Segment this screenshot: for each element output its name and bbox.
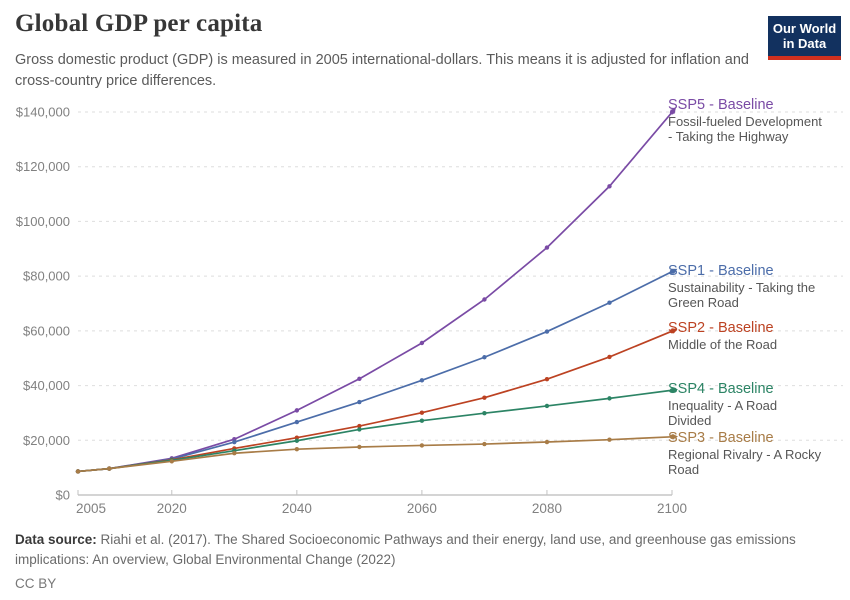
data-point-ssp1 — [232, 439, 237, 445]
series-label-ssp2: SSP2 - Baseline — [668, 320, 774, 336]
series-sublabel-ssp5: - Taking the Highway — [668, 129, 789, 144]
data-point-ssp5 — [544, 245, 550, 250]
owid-logo: Our World in Data — [768, 16, 841, 60]
owid-logo-line1: Our World — [772, 21, 837, 36]
series-end-arrow-ssp5 — [670, 107, 676, 114]
data-point-ssp2 — [607, 354, 612, 360]
data-point-ssp1 — [294, 419, 300, 425]
y-axis-tick-label: $0 — [56, 488, 70, 503]
series-end-arrow-ssp4 — [672, 387, 678, 394]
data-point-ssp3 — [169, 459, 174, 464]
series-sublabel-ssp4: Divided — [668, 413, 711, 428]
series-end-arrow-ssp3 — [672, 433, 678, 440]
data-point-ssp4 — [357, 427, 362, 432]
data-point-ssp3 — [419, 443, 425, 448]
x-axis-tick-label: 2100 — [657, 501, 687, 516]
series-sublabel-ssp4: Inequality - A Road — [668, 398, 777, 413]
series-sublabel-ssp1: Green Road — [668, 295, 739, 310]
y-axis-tick-label: $60,000 — [23, 323, 70, 338]
data-point-ssp2 — [482, 395, 487, 400]
y-axis-tick-label: $140,000 — [16, 105, 70, 120]
x-axis-tick-label: 2020 — [157, 501, 187, 516]
series-label-ssp4: SSP4 - Baseline — [668, 381, 774, 397]
owid-logo-line2: in Data — [782, 36, 827, 52]
data-point-ssp1 — [357, 399, 362, 405]
y-axis-tick-label: $20,000 — [23, 433, 70, 448]
y-axis-tick-label: $120,000 — [16, 159, 70, 174]
series-label-ssp3: SSP3 - Baseline — [668, 430, 774, 446]
series-sublabel-ssp5: Fossil-fueled Development — [668, 114, 822, 129]
data-point-ssp3 — [294, 447, 300, 452]
page-title: Global GDP per capita — [15, 10, 263, 37]
data-point-ssp2 — [294, 435, 300, 440]
y-axis-tick-label: $100,000 — [16, 214, 70, 229]
series-label-ssp5: SSP5 - Baseline — [668, 97, 774, 113]
data-point-ssp4 — [544, 403, 550, 409]
data-source-label: Data source: — [15, 532, 97, 547]
series-end-arrow-ssp2 — [671, 328, 678, 334]
data-point-ssp3 — [107, 466, 112, 471]
data-source-text: Riahi et al. (2017). The Shared Socioeco… — [15, 532, 796, 567]
x-axis-tick-label: 2040 — [282, 501, 312, 516]
series-line-ssp5 — [77, 111, 673, 473]
series-sublabel-ssp3: Regional Rivalry - A Rocky — [668, 447, 822, 462]
data-point-ssp3 — [544, 439, 550, 445]
data-point-ssp3 — [75, 469, 81, 474]
data-point-ssp1 — [544, 329, 550, 334]
x-axis-tick-label: 2060 — [407, 501, 437, 516]
data-point-ssp5 — [607, 184, 612, 189]
chart-footer: Data source: Riahi et al. (2017). The Sh… — [15, 530, 830, 594]
series-sublabel-ssp1: Sustainability - Taking the — [668, 280, 815, 295]
data-point-ssp3 — [232, 451, 237, 456]
data-source-note: Data source: Riahi et al. (2017). The Sh… — [15, 530, 830, 569]
data-point-ssp1 — [607, 300, 612, 305]
series-label-ssp1: SSP1 - Baseline — [668, 263, 774, 279]
series-sublabel-ssp2: Middle of the Road — [668, 337, 777, 352]
data-point-ssp3 — [482, 441, 487, 447]
x-axis-tick-label: 2080 — [532, 501, 562, 516]
data-point-ssp4 — [482, 411, 487, 416]
data-point-ssp2 — [419, 410, 425, 415]
data-point-ssp5 — [419, 340, 425, 346]
y-axis-tick-label: $40,000 — [23, 378, 70, 393]
data-point-ssp5 — [294, 408, 300, 413]
data-point-ssp4 — [607, 396, 612, 401]
data-point-ssp5 — [482, 297, 487, 302]
data-point-ssp3 — [357, 444, 362, 450]
data-point-ssp2 — [357, 423, 362, 429]
data-point-ssp1 — [482, 355, 487, 360]
series-end-arrow-ssp1 — [671, 268, 678, 275]
license-badge: CC BY — [15, 576, 57, 592]
series-line-ssp3 — [77, 435, 673, 473]
data-point-ssp4 — [419, 418, 425, 423]
data-point-ssp1 — [419, 378, 425, 383]
data-point-ssp3 — [607, 437, 612, 442]
data-point-ssp5 — [357, 376, 362, 382]
chart-subtitle: Gross domestic product (GDP) is measured… — [15, 52, 749, 89]
y-axis-tick-label: $80,000 — [23, 269, 70, 284]
series-sublabel-ssp3: Road — [668, 462, 699, 477]
data-point-ssp2 — [544, 377, 550, 382]
data-point-ssp4 — [294, 438, 300, 443]
x-axis-tick-label: 2005 — [76, 501, 106, 516]
